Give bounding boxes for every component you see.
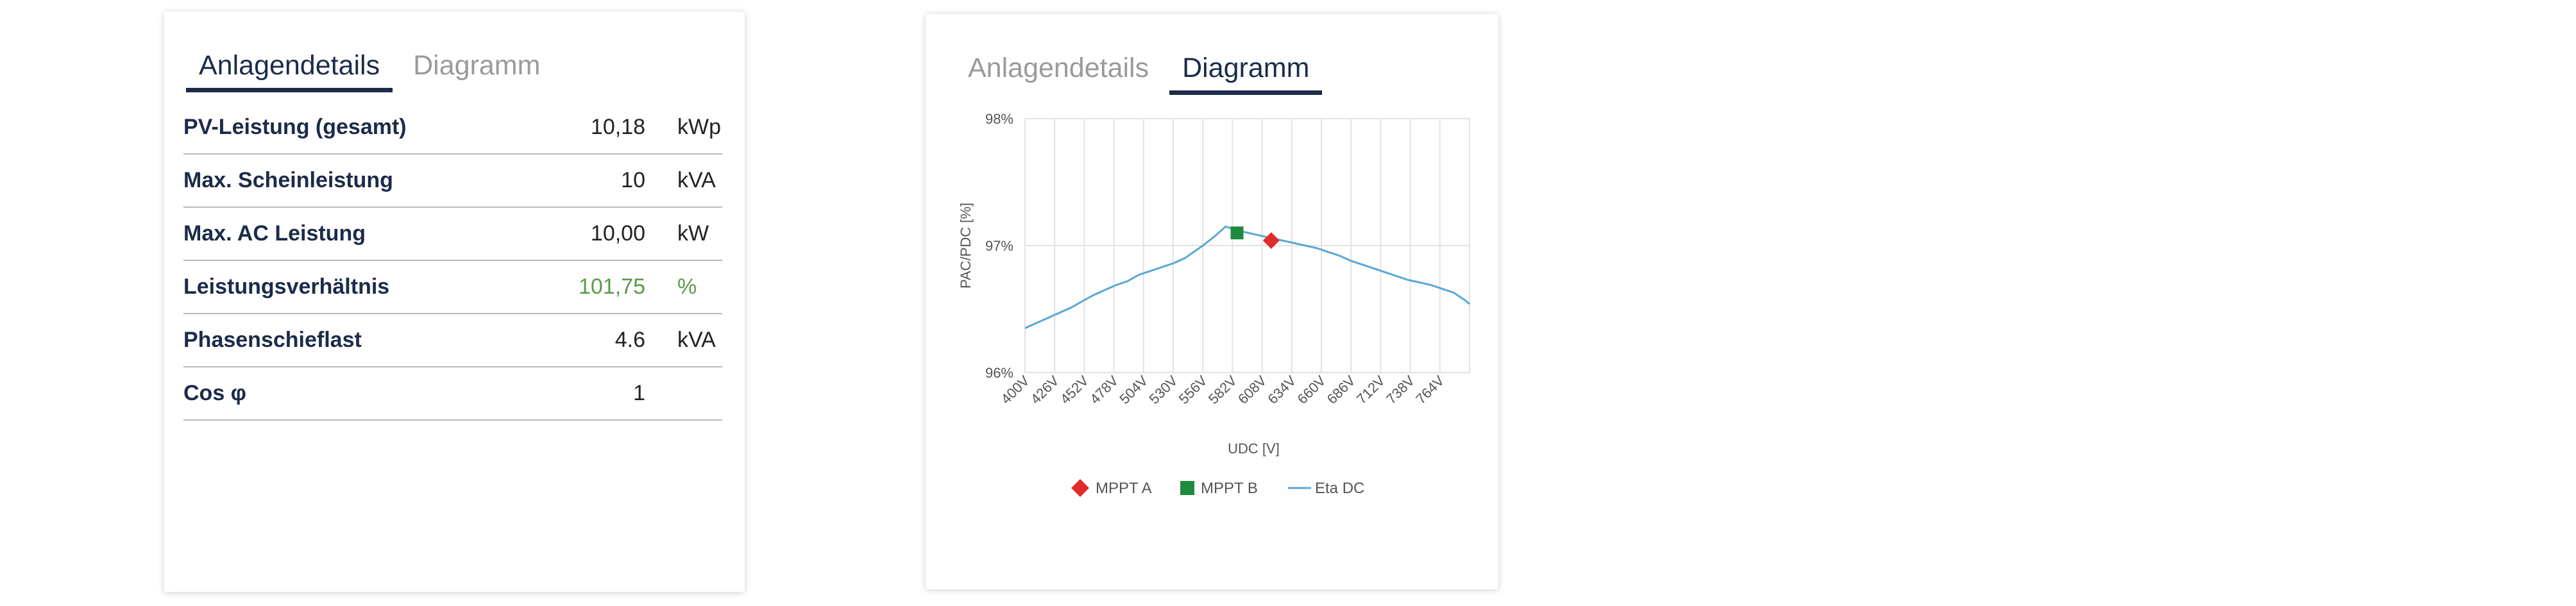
- row-label: Cos φ: [183, 381, 246, 405]
- y-tick-label: 98%: [985, 111, 1013, 127]
- legend-mppt-a-label: MPPT A: [1096, 480, 1152, 497]
- row-unit: kWp: [677, 115, 721, 139]
- y-axis-title: PAC/PDC [%]: [958, 203, 974, 289]
- row-label: Max. AC Leistung: [183, 221, 366, 246]
- x-tick-label: 478V: [1087, 373, 1121, 407]
- row-unit: kW: [677, 221, 709, 246]
- chart-card: Anlagendetails Diagramm 96% 97% 98% 400V 426…: [926, 14, 1498, 589]
- row-value: 10,00: [590, 221, 645, 246]
- row-value: 4.6: [614, 328, 645, 352]
- row-unit: %: [677, 274, 697, 299]
- x-tick-label: 686V: [1324, 373, 1359, 407]
- row-value: 101,75: [579, 274, 645, 299]
- legend-mppt-b-label: MPPT B: [1201, 480, 1258, 497]
- row-unit: kVA: [677, 168, 716, 192]
- x-axis-title: UDC [V]: [1228, 441, 1280, 457]
- details-tabs: Anlagendetails Diagramm: [186, 40, 561, 92]
- details-row-max-ac-leistung: Max. AC Leistung 10,00 kW: [183, 208, 722, 261]
- y-tick-label: 96%: [985, 365, 1013, 381]
- x-tick-label: 764V: [1412, 373, 1447, 407]
- x-tick-label: 426V: [1028, 373, 1062, 407]
- x-tick-label: 608V: [1235, 373, 1269, 407]
- details-card: Anlagendetails Diagramm PV-Leistung (ges…: [164, 12, 745, 592]
- x-tick-label: 504V: [1116, 373, 1151, 407]
- tab-diagramm[interactable]: Diagramm: [413, 50, 541, 81]
- row-label: PV-Leistung (gesamt): [183, 115, 407, 139]
- y-tick-label: 97%: [985, 238, 1013, 254]
- row-label: Max. Scheinleistung: [183, 168, 393, 192]
- row-unit: kVA: [677, 328, 716, 352]
- x-tick-label: 738V: [1383, 373, 1418, 407]
- row-value: 1: [633, 381, 645, 405]
- x-tick-label: 530V: [1146, 373, 1181, 407]
- x-tick-label: 556V: [1176, 373, 1210, 407]
- legend-mppt-a-symbol: [1071, 479, 1089, 497]
- tab-anlagendetails[interactable]: Anlagendetails: [186, 40, 393, 92]
- efficiency-chart: 96%97%98%400V426V452V478V504V530V556V582…: [958, 111, 1470, 497]
- details-table: PV-Leistung (gesamt) 10,18 kWp Max. Sche…: [183, 101, 722, 421]
- tab-diagramm[interactable]: Diagramm: [1169, 42, 1323, 95]
- x-tick-label: 582V: [1205, 373, 1240, 407]
- details-row-cos-phi: Cos φ 1: [183, 367, 722, 421]
- x-tick-label: 452V: [1057, 373, 1092, 407]
- row-value: 10,18: [590, 115, 645, 139]
- details-row-leistungsverhaeltnis: Leistungsverhältnis 101,75 %: [183, 261, 722, 314]
- details-row-max-scheinleistung: Max. Scheinleistung 10 kVA: [183, 155, 722, 208]
- row-label: Phasenschieflast: [183, 328, 362, 352]
- x-tick-label: 712V: [1353, 373, 1388, 407]
- mppt-a-marker: [1262, 232, 1280, 249]
- x-tick-label: 660V: [1294, 373, 1329, 407]
- legend-mppt-b-symbol: [1180, 481, 1194, 495]
- details-row-phasenschieflast: Phasenschieflast 4.6 kVA: [183, 314, 722, 367]
- details-row-pv-leistung: PV-Leistung (gesamt) 10,18 kWp: [183, 101, 722, 155]
- row-value: 10: [621, 168, 645, 192]
- chart-tabs: Anlagendetails Diagramm: [955, 42, 1330, 95]
- mppt-b-marker: [1230, 226, 1244, 240]
- legend-eta-dc-label: Eta DC: [1315, 480, 1364, 497]
- x-tick-label: 634V: [1264, 373, 1299, 407]
- tab-anlagendetails[interactable]: Anlagendetails: [968, 53, 1149, 83]
- row-label: Leistungsverhältnis: [183, 274, 390, 299]
- eta-dc-line: [1024, 225, 1470, 330]
